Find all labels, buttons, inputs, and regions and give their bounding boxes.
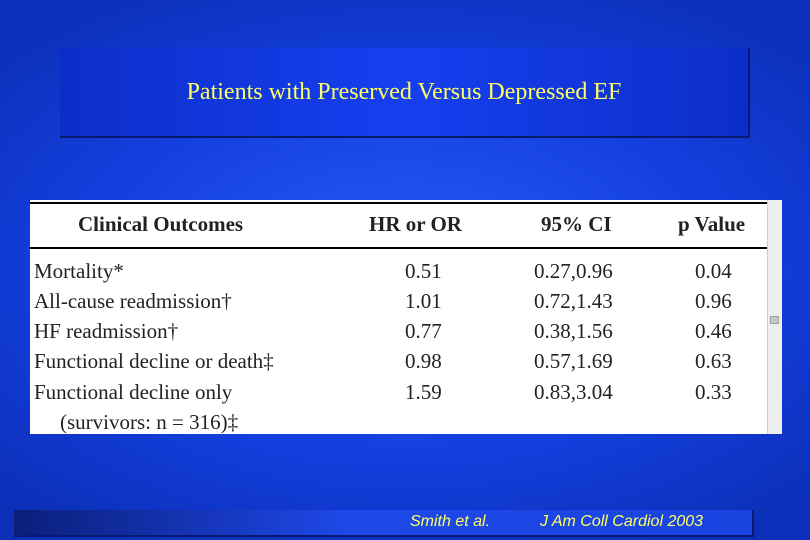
outcomes-table: Clinical Outcomes HR or OR 95% CI p Valu… xyxy=(30,200,782,434)
row-p: 0.63 xyxy=(695,349,732,373)
vertical-scrollbar[interactable] xyxy=(767,200,782,434)
row-ci: 0.38,1.56 xyxy=(534,319,613,343)
slide-title-box: Patients with Preserved Versus Depressed… xyxy=(60,48,750,138)
scrollbar-thumb[interactable] xyxy=(770,316,779,324)
header-p-value: p Value xyxy=(678,212,746,236)
row-outcome: All-cause readmission† xyxy=(34,289,232,313)
row-ci: 0.72,1.43 xyxy=(534,289,613,313)
slide-title: Patients with Preserved Versus Depressed… xyxy=(186,78,622,105)
row-p: 0.04 xyxy=(695,259,732,283)
row-p: 0.96 xyxy=(695,289,732,313)
row-p: 0.33 xyxy=(695,380,732,404)
header-clinical-outcomes: Clinical Outcomes xyxy=(78,212,244,236)
citation-journal: J Am Coll Cardiol 2003 xyxy=(540,513,704,530)
footer-bar xyxy=(14,510,754,537)
citation-author: Smith et al. xyxy=(410,513,491,530)
row-outcome: HF readmission† xyxy=(34,319,179,343)
row-ratio: 0.77 xyxy=(405,319,442,343)
row-outcome: Mortality* xyxy=(34,259,124,283)
row-ratio: 1.59 xyxy=(405,380,442,404)
table-top-rule xyxy=(30,202,768,204)
row-ratio: 0.98 xyxy=(405,349,442,373)
row-p: 0.46 xyxy=(695,319,732,343)
table-header-rule xyxy=(30,247,768,249)
header-hr-or: HR or OR xyxy=(369,212,462,236)
row-ci: 0.57,1.69 xyxy=(534,349,613,373)
header-ci: 95% CI xyxy=(541,212,612,236)
row-outcome: Functional decline only xyxy=(34,380,233,404)
row-ratio: 1.01 xyxy=(405,289,442,313)
footnote-line: (survivors: n = 316)‡ xyxy=(60,410,239,434)
row-outcome: Functional decline or death‡ xyxy=(34,349,274,373)
row-ratio: 0.51 xyxy=(405,259,442,283)
row-ci: 0.83,3.04 xyxy=(534,380,613,404)
row-ci: 0.27,0.96 xyxy=(534,259,613,283)
